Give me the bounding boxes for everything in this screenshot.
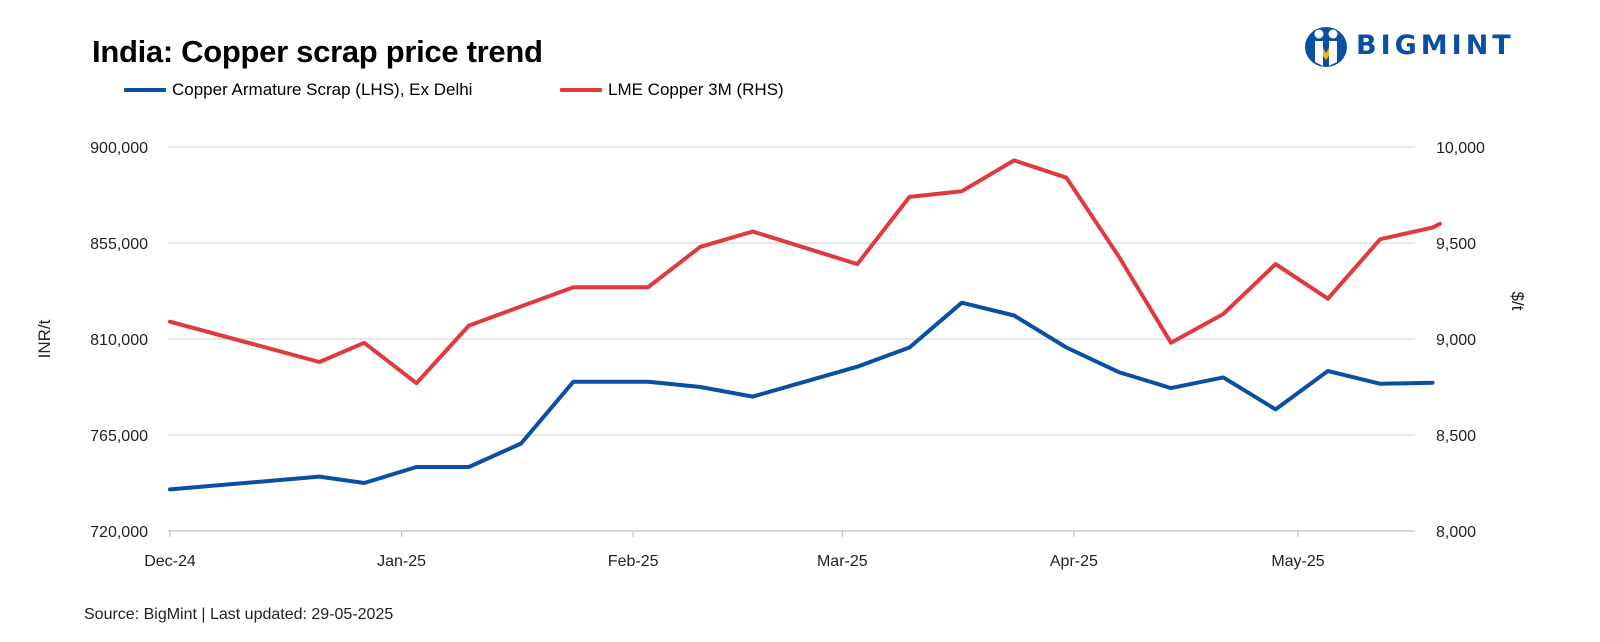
x-tick-label: Apr-25 (1050, 553, 1098, 570)
x-tick-label: Dec-24 (144, 553, 196, 570)
y-left-tick-label: 900,000 (90, 140, 148, 157)
legend-label-lme: LME Copper 3M (RHS) (608, 80, 784, 99)
x-tick-label: May-25 (1271, 553, 1324, 570)
series-line-lme-copper-3m (168, 158, 1442, 386)
y-right-tick-label: 9,500 (1436, 236, 1476, 253)
y-right-tick-label: 8,500 (1436, 428, 1476, 445)
legend-swatch-lme (560, 88, 602, 92)
y-axis-left: 720,000 765,000 810,000 855,000 900,000 (90, 140, 148, 541)
y-right-tick-label: 9,000 (1436, 332, 1476, 349)
chart-title: India: Copper scrap price trend (92, 34, 543, 69)
gridlines (168, 146, 1415, 532)
y-right-tick-label: 10,000 (1436, 140, 1485, 157)
legend-swatch-scrap (124, 88, 166, 92)
series-lines (168, 158, 1442, 492)
y-left-tick-label: 765,000 (90, 428, 148, 445)
y-axis-left-label: INR/t (35, 319, 54, 358)
line-chart: 720,000 765,000 810,000 855,000 900,000 8,00… (35, 140, 1527, 570)
source-note: Source: BigMint | Last updated: 29-05-20… (84, 606, 394, 623)
legend-item-lme: LME Copper 3M (RHS) (560, 80, 784, 100)
brand-name: BIGMINT (1356, 29, 1515, 61)
y-left-tick-label: 855,000 (90, 236, 148, 253)
x-tick-label: Feb-25 (608, 553, 659, 570)
brand-logo: BIGMINT (1304, 22, 1515, 68)
legend-item-scrap: Copper Armature Scrap (LHS), Ex Delhi (124, 80, 472, 100)
y-right-tick-label: 8,000 (1436, 524, 1476, 541)
x-tick-label: Jan-25 (377, 553, 426, 570)
y-left-tick-label: 720,000 (90, 524, 148, 541)
x-axis: Dec-24 Jan-25 Feb-25 Mar-25 Apr-25 May-25 (144, 531, 1325, 570)
y-left-tick-label: 810,000 (90, 332, 148, 349)
x-tick-label: Mar-25 (817, 553, 868, 570)
y-axis-right-label: $/t (1508, 292, 1527, 311)
y-axis-right: 8,000 8,500 9,000 9,500 10,000 (1436, 140, 1485, 541)
series-line-copper-armature-scrap (168, 300, 1435, 492)
bigmint-logo-icon (1305, 27, 1347, 67)
legend-label-scrap: Copper Armature Scrap (LHS), Ex Delhi (172, 80, 473, 99)
